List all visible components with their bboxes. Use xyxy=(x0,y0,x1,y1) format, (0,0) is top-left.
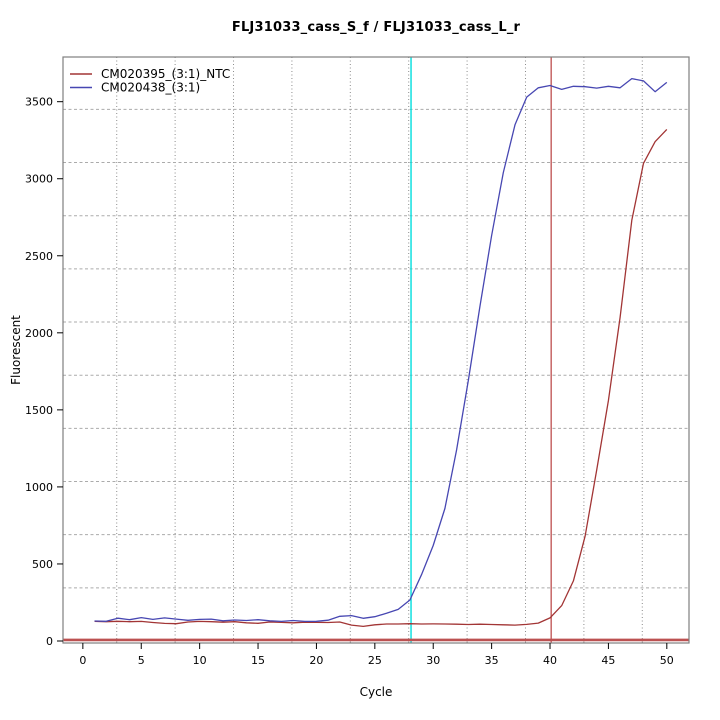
x-axis-tick-label: 20 xyxy=(309,654,323,667)
y-axis-tick-label: 3500 xyxy=(25,96,53,109)
x-axis-tick-label: 10 xyxy=(193,654,207,667)
x-axis-tick-label: 0 xyxy=(79,654,86,667)
y-axis-tick-label: 1500 xyxy=(25,404,53,417)
legend-label: CM020395_(3:1)_NTC xyxy=(101,67,230,81)
series-curve-CM020438_(3:1) xyxy=(94,77,668,623)
chart-title: FLJ31033_cass_S_f / FLJ31033_cass_L_r xyxy=(231,20,521,35)
x-axis-tick-label: 15 xyxy=(251,654,265,667)
x-axis-tick-label: 40 xyxy=(543,654,557,667)
y-axis-tick-label: 1000 xyxy=(25,481,53,494)
x-axis-tick-label: 25 xyxy=(368,654,382,667)
series-curve-CM020395_(3:1)_NTC xyxy=(94,128,668,628)
x-axis-tick-label: 50 xyxy=(660,654,674,667)
x-axis-tick-label: 45 xyxy=(601,654,615,667)
y-axis-tick-label: 3000 xyxy=(25,173,53,186)
legend-label: CM020438_(3:1) xyxy=(101,81,200,95)
x-axis-tick-label: 35 xyxy=(485,654,499,667)
y-axis-tick-label: 0 xyxy=(46,635,53,648)
y-axis-tick-label: 500 xyxy=(32,558,53,571)
x-axis-tick-label: 30 xyxy=(426,654,440,667)
x-axis-title: Cycle xyxy=(359,685,393,699)
plot-border xyxy=(62,56,690,644)
y-axis-tick-label: 2000 xyxy=(25,327,53,340)
x-axis-tick-label: 5 xyxy=(138,654,145,667)
y-axis-tick-label: 2500 xyxy=(25,250,53,263)
